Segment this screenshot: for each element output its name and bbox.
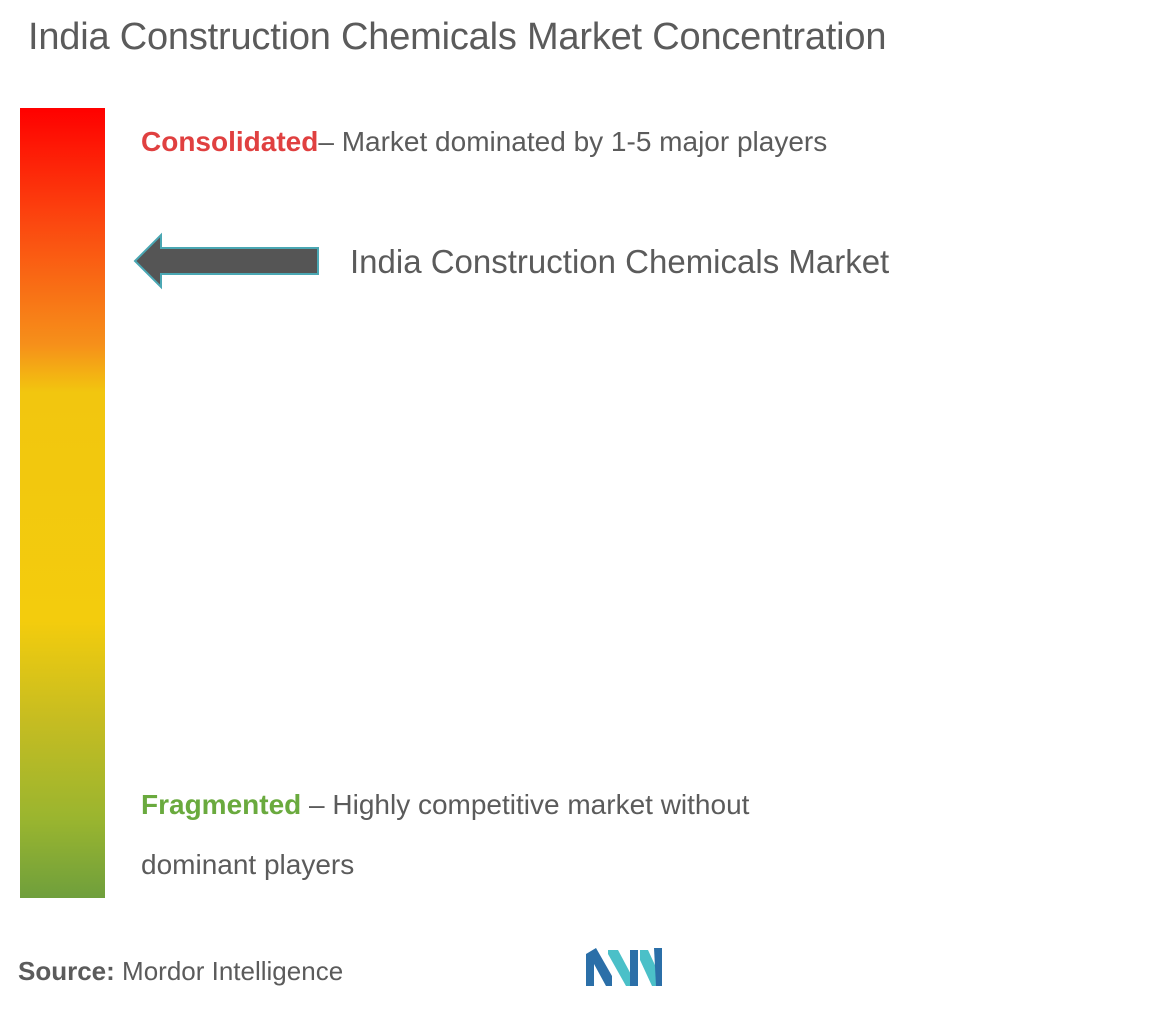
concentration-gradient-bar (20, 108, 105, 898)
consolidated-keyword: Consolidated (141, 126, 319, 157)
consolidated-description: Consolidated– Market dominated by 1-5 ma… (141, 112, 861, 172)
consolidated-text: – Market dominated by 1-5 major players (318, 126, 828, 157)
source-key: Source: (18, 956, 115, 986)
chart-title: India Construction Chemicals Market Conc… (28, 16, 887, 58)
source-value: Mordor Intelligence (114, 956, 344, 986)
market-position-arrow-icon (133, 232, 319, 290)
mordor-intelligence-logo-icon (586, 948, 662, 986)
fragmented-text: – Highly competitive market without domi… (141, 789, 750, 880)
fragmented-description: Fragmented – Highly competitive market w… (141, 775, 861, 895)
market-marker-label: India Construction Chemicals Market (350, 243, 890, 280)
fragmented-keyword: Fragmented (141, 789, 302, 820)
source-note: Source: Mordor Intelligence (18, 956, 343, 987)
